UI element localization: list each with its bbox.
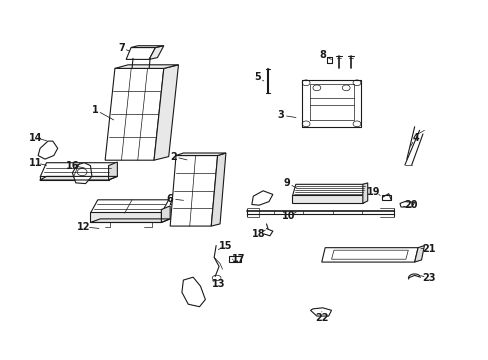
Polygon shape xyxy=(251,191,272,205)
Polygon shape xyxy=(321,248,417,262)
Text: 7: 7 xyxy=(118,42,124,53)
Polygon shape xyxy=(40,176,108,180)
Polygon shape xyxy=(90,200,168,213)
Text: 2: 2 xyxy=(170,152,177,162)
Text: 5: 5 xyxy=(254,72,261,82)
Text: 15: 15 xyxy=(219,240,232,251)
Polygon shape xyxy=(131,46,163,48)
Polygon shape xyxy=(362,183,367,203)
Text: 3: 3 xyxy=(277,110,284,120)
Polygon shape xyxy=(170,196,193,204)
Text: 1: 1 xyxy=(92,105,99,115)
Text: 10: 10 xyxy=(281,211,295,221)
Text: 4: 4 xyxy=(411,132,418,143)
Polygon shape xyxy=(72,163,92,184)
Text: 6: 6 xyxy=(166,194,173,204)
Polygon shape xyxy=(154,65,178,160)
Polygon shape xyxy=(126,48,155,59)
Text: 21: 21 xyxy=(422,244,435,254)
Text: 23: 23 xyxy=(422,273,435,283)
Polygon shape xyxy=(310,308,331,316)
Text: 12: 12 xyxy=(77,222,91,232)
Polygon shape xyxy=(414,246,424,262)
Polygon shape xyxy=(149,46,163,59)
Text: 13: 13 xyxy=(212,279,225,289)
Polygon shape xyxy=(228,256,240,262)
Text: 14: 14 xyxy=(28,132,42,143)
Polygon shape xyxy=(170,156,217,226)
Text: 20: 20 xyxy=(403,200,417,210)
Text: 22: 22 xyxy=(314,312,328,323)
Polygon shape xyxy=(182,277,205,307)
Text: 11: 11 xyxy=(28,158,42,168)
Text: 9: 9 xyxy=(283,178,290,188)
Text: 16: 16 xyxy=(65,161,79,171)
Polygon shape xyxy=(105,68,163,160)
Polygon shape xyxy=(176,153,225,156)
Text: 8: 8 xyxy=(319,50,325,60)
Text: 19: 19 xyxy=(366,186,380,197)
Polygon shape xyxy=(292,184,365,196)
Polygon shape xyxy=(38,141,58,159)
Polygon shape xyxy=(108,162,117,180)
Polygon shape xyxy=(40,163,115,177)
Polygon shape xyxy=(90,212,161,222)
Polygon shape xyxy=(115,65,178,68)
Polygon shape xyxy=(382,195,390,200)
Polygon shape xyxy=(211,153,225,226)
Polygon shape xyxy=(161,206,170,222)
Text: 18: 18 xyxy=(252,229,265,239)
Text: 17: 17 xyxy=(231,254,245,264)
Polygon shape xyxy=(292,195,362,203)
Polygon shape xyxy=(331,250,407,259)
Polygon shape xyxy=(399,202,414,207)
Polygon shape xyxy=(189,194,199,204)
